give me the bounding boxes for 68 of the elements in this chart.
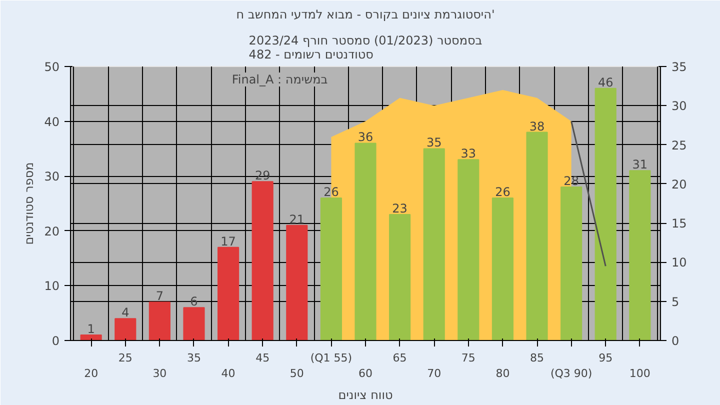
y-tick-label: 20 [44,224,60,238]
data-label: 35 [426,136,442,150]
x-tick-label: 95 [598,352,613,364]
y2-tick-label: 0 [672,334,680,348]
x-tick-label: (Q1 55) [310,352,352,364]
data-label: 38 [529,119,545,134]
y2-tick-label: 30 [672,99,687,114]
bar [389,214,411,340]
bar [423,148,445,340]
x-tick-label: 80 [496,367,510,380]
x-tick-label: 20 [84,367,98,380]
x-tick-label: 40 [221,367,236,380]
bar [594,88,616,340]
data-label: 21 [289,212,305,226]
y-tick-label: 50 [44,60,60,74]
y2-tick-label: 25 [672,138,687,152]
y-tick-label: 30 [44,170,60,184]
data-label: 4 [122,306,130,320]
bar [286,224,308,340]
data-label: 7 [156,289,164,304]
x-tick-label: 30 [152,367,167,380]
bar [560,186,582,340]
data-label: 17 [220,234,236,248]
chart-subtitle: בסמסטר (01/2023) סמסטר חורף 2023/24 סטודנטים רשומים - 482 [248,34,482,62]
x-tick-label: (Q3 90) [550,367,592,380]
x-tick-label: 45 [256,352,270,364]
y-tick-label: 40 [44,114,60,129]
x-tick-label: 50 [290,367,304,380]
y2-tick-label: 35 [672,60,687,74]
y2-tick-label: 5 [672,294,680,309]
x-axis-title: טווח ציונים [338,388,393,402]
bar [458,159,480,340]
x-tick-label: 65 [392,352,407,364]
x-tick-label: 60 [358,367,372,380]
bar [629,170,651,340]
x-tick-label: 85 [530,352,544,364]
bar [148,302,170,340]
y2-tick-label: 20 [672,177,687,192]
data-label: 46 [598,75,614,90]
x-tick-label: 100 [629,367,650,380]
bar [114,318,136,340]
bar [320,198,342,340]
chart-title: היסטוגרמת ציונים בקורס - מבוא למדעי המחשב ח' [236,8,495,22]
bar [526,132,548,340]
data-label: 23 [392,201,408,216]
bar [218,246,240,340]
y2-tick-label: 10 [672,256,687,270]
x-tick-label: 75 [461,352,476,364]
data-label: 1 [87,322,95,336]
bar [183,307,205,340]
y-tick-label: 10 [44,279,60,294]
bar [252,181,274,340]
bar [492,198,514,340]
data-label: 28 [564,174,579,188]
y2-tick-label: 15 [672,216,687,231]
x-tick-label: 25 [118,352,132,364]
x-tick-label: 35 [186,352,201,364]
x-tick-label: 70 [427,367,442,380]
bar [354,142,376,340]
annotation: Final_A : במשימה [232,72,328,86]
y-axis-title: מספר סטודנטים [22,162,36,245]
data-label: 33 [460,146,476,161]
data-label: 31 [632,158,648,172]
bar [80,334,102,340]
data-label: 26 [324,185,339,200]
data-label: 36 [358,130,374,144]
data-label: 26 [495,185,510,200]
y-tick-label: 0 [52,334,60,348]
